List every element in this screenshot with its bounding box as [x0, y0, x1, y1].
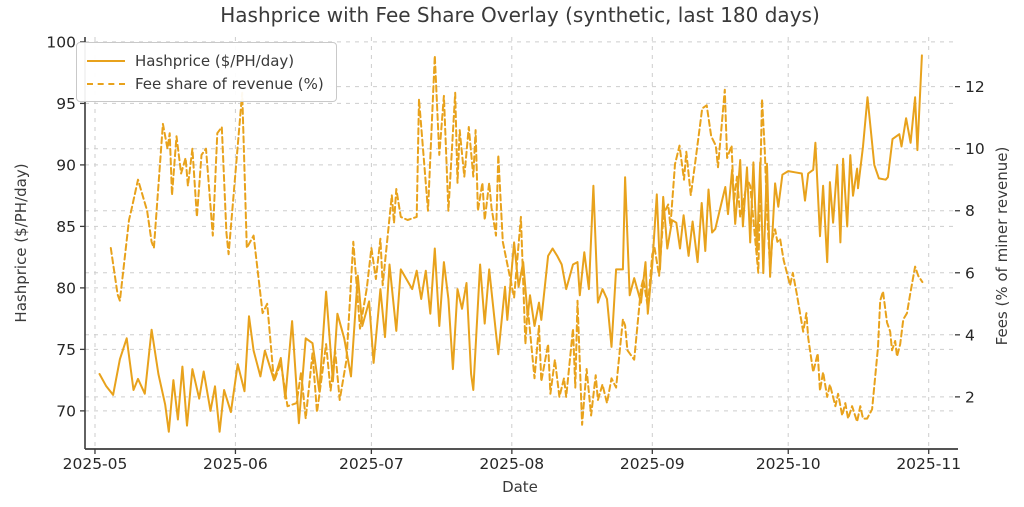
x-tick-label: 2025-11	[896, 455, 961, 473]
hashprice-line	[98, 54, 923, 433]
x-tick-label: 2025-05	[63, 455, 128, 473]
y-right-tick-label: 12	[965, 78, 985, 96]
legend-item-hashprice: Hashprice ($/PH/day)	[87, 49, 324, 72]
y-axis-label-right: Fees (% of miner revenue)	[993, 146, 1011, 346]
x-tick-label: 2025-08	[479, 455, 544, 473]
legend: Hashprice ($/PH/day) Fee share of revenu…	[76, 42, 337, 102]
x-tick-label: 2025-10	[756, 455, 821, 473]
legend-label-hashprice: Hashprice ($/PH/day)	[135, 51, 295, 70]
y-left-tick-label: 90	[56, 156, 76, 174]
y-right-tick-label: 6	[965, 264, 975, 282]
y-left-tick-label: 80	[56, 279, 76, 297]
fee-share-line-swatch	[87, 82, 125, 85]
y-right-tick-label: 2	[965, 388, 975, 406]
x-tick-label: 2025-09	[620, 455, 685, 473]
x-tick-label: 2025-06	[203, 455, 268, 473]
legend-item-fee-share: Fee share of revenue (%)	[87, 72, 324, 95]
y-right-tick-label: 10	[965, 140, 985, 158]
chart-title: Hashprice with Fee Share Overlay (synthe…	[220, 3, 820, 27]
y-right-tick-label: 4	[965, 326, 975, 344]
y-left-tick-label: 75	[56, 341, 76, 359]
fee-share-line	[109, 54, 924, 426]
x-axis-label: Date	[502, 478, 538, 496]
legend-label-fee-share: Fee share of revenue (%)	[135, 74, 324, 93]
y-left-tick-label: 85	[56, 218, 76, 236]
y-left-tick-label: 100	[46, 33, 76, 51]
x-tick-label: 2025-07	[339, 455, 404, 473]
y-left-tick-label: 70	[56, 402, 76, 420]
y-right-tick-label: 8	[965, 202, 975, 220]
y-left-tick-label: 95	[56, 95, 76, 113]
hashprice-line-swatch	[87, 59, 125, 62]
y-axis-label-left: Hashprice ($/PH/day)	[12, 163, 30, 323]
